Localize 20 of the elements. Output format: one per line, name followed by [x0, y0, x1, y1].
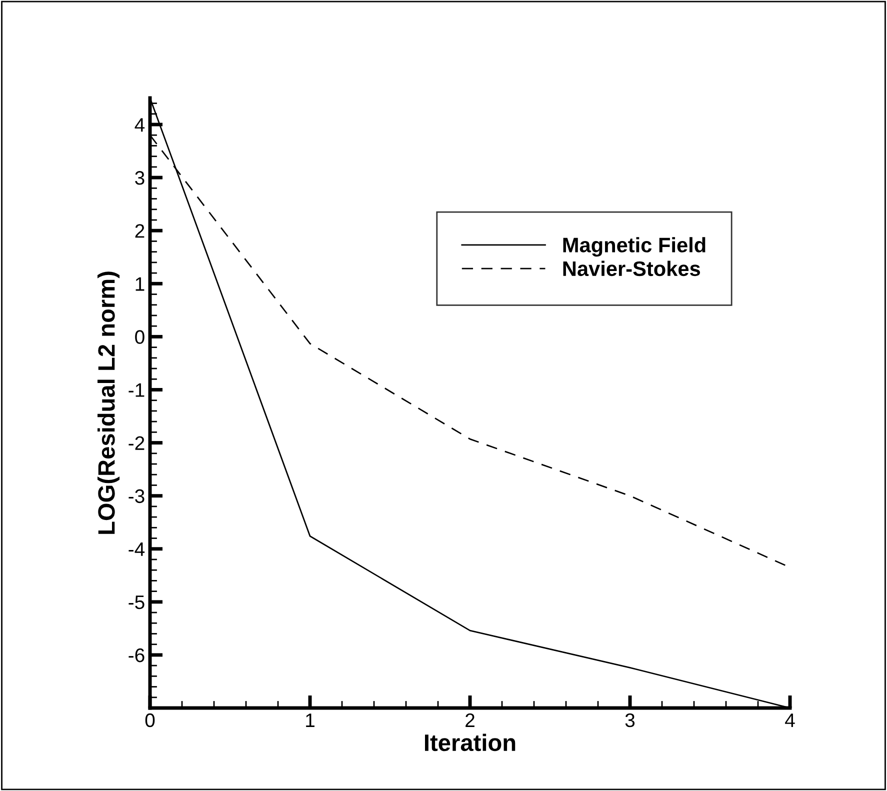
- y-tick-label: 3: [135, 171, 144, 185]
- x-axis-title: Iteration: [425, 734, 516, 752]
- y-tick-label: -1: [128, 383, 144, 397]
- y-tick-label: 4: [134, 118, 145, 132]
- y-tick-label: 0: [135, 330, 144, 344]
- y-tick-label: -5: [128, 596, 144, 610]
- legend-label: Magnetic Field: [563, 237, 706, 257]
- legend-label: Navier-Stokes: [563, 260, 700, 276]
- x-tick-label: 0: [145, 713, 155, 728]
- y-tick-label: -3: [128, 489, 144, 504]
- y-tick-label: -6: [128, 648, 144, 662]
- x-tick-label: 1: [306, 714, 314, 727]
- x-tick-label: 3: [625, 713, 635, 728]
- y-axis-title: LOG(Residual L2 norm): [98, 272, 120, 534]
- y-tick-label: -2: [128, 436, 144, 450]
- y-tick-label: -4: [128, 542, 145, 556]
- x-tick-label: 4: [785, 714, 795, 727]
- x-tick-label: 2: [466, 713, 474, 727]
- y-tick-label: 1: [136, 277, 144, 291]
- y-tick-label: 2: [135, 224, 144, 238]
